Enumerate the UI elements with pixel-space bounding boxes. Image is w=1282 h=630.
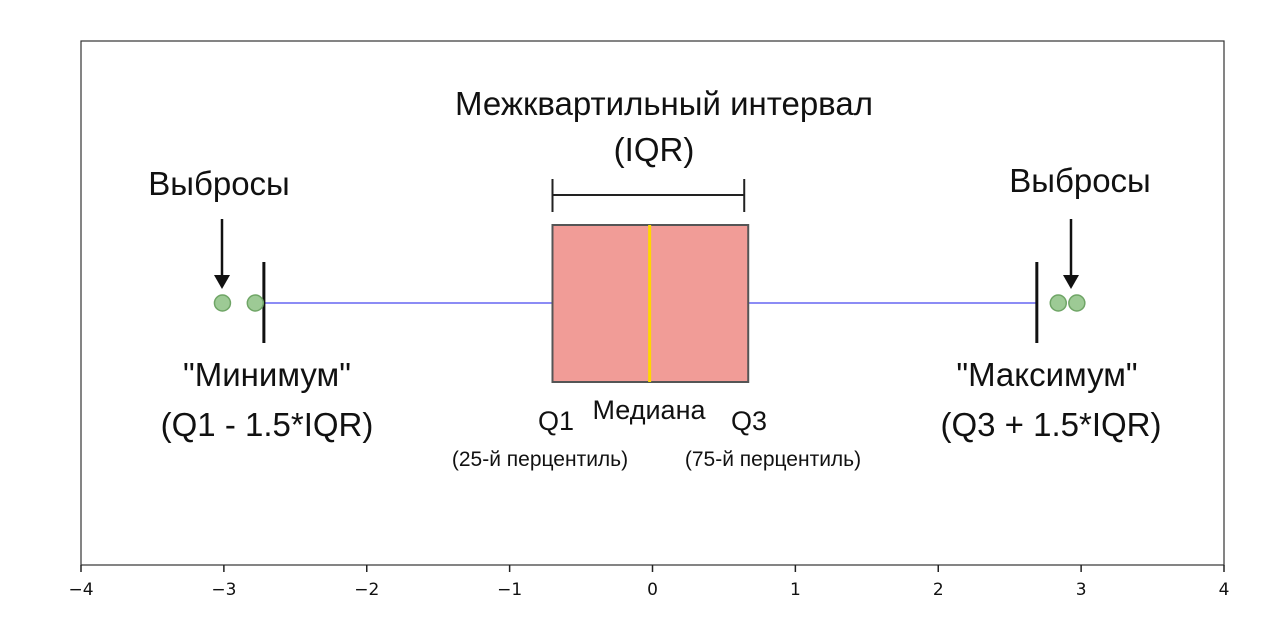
iqr-bracket bbox=[551, 179, 746, 212]
x-tick-label: −1 bbox=[497, 580, 522, 600]
iqr-abbr: (IQR) bbox=[614, 131, 695, 168]
outlier-point-2 bbox=[246, 294, 265, 312]
x-tick-label: 4 bbox=[1219, 580, 1230, 600]
outliers-right-arrow bbox=[1063, 219, 1079, 289]
x-tick-label: 0 bbox=[647, 580, 658, 600]
minimum-formula: (Q1 - 1.5*IQR) bbox=[161, 406, 374, 443]
iqr-title: Межквартильный интервал bbox=[455, 85, 873, 122]
x-tick-label: −2 bbox=[354, 580, 379, 600]
median-label: Медиана bbox=[593, 395, 707, 425]
x-tick-label: 3 bbox=[1076, 580, 1087, 600]
x-axis: −4 −3 −2 −1 0 1 2 3 4 bbox=[68, 565, 1229, 600]
maximum-formula: (Q3 + 1.5*IQR) bbox=[941, 406, 1162, 443]
q1-label: Q1 bbox=[538, 406, 574, 436]
outliers-left-arrow bbox=[214, 219, 230, 289]
x-tick-label: 2 bbox=[933, 580, 944, 600]
outlier-point-3 bbox=[1049, 294, 1068, 312]
x-tick-label: −4 bbox=[68, 580, 93, 600]
outlier-point-1 bbox=[213, 294, 232, 312]
x-tick-label: −3 bbox=[211, 580, 236, 600]
q1-percentile-label: (25-й перцентиль) bbox=[452, 448, 628, 471]
q3-percentile-label: (75-й перцентиль) bbox=[685, 448, 861, 471]
minimum-label: "Минимум" bbox=[183, 356, 351, 393]
q3-label: Q3 bbox=[731, 406, 767, 436]
outliers-right-label: Выбросы bbox=[1009, 162, 1151, 199]
box-plot bbox=[213, 224, 1086, 383]
outliers-left-label: Выбросы bbox=[148, 165, 290, 202]
maximum-label: "Максимум" bbox=[956, 356, 1137, 393]
outlier-point-4 bbox=[1068, 294, 1086, 312]
x-tick-label: 1 bbox=[790, 580, 801, 600]
